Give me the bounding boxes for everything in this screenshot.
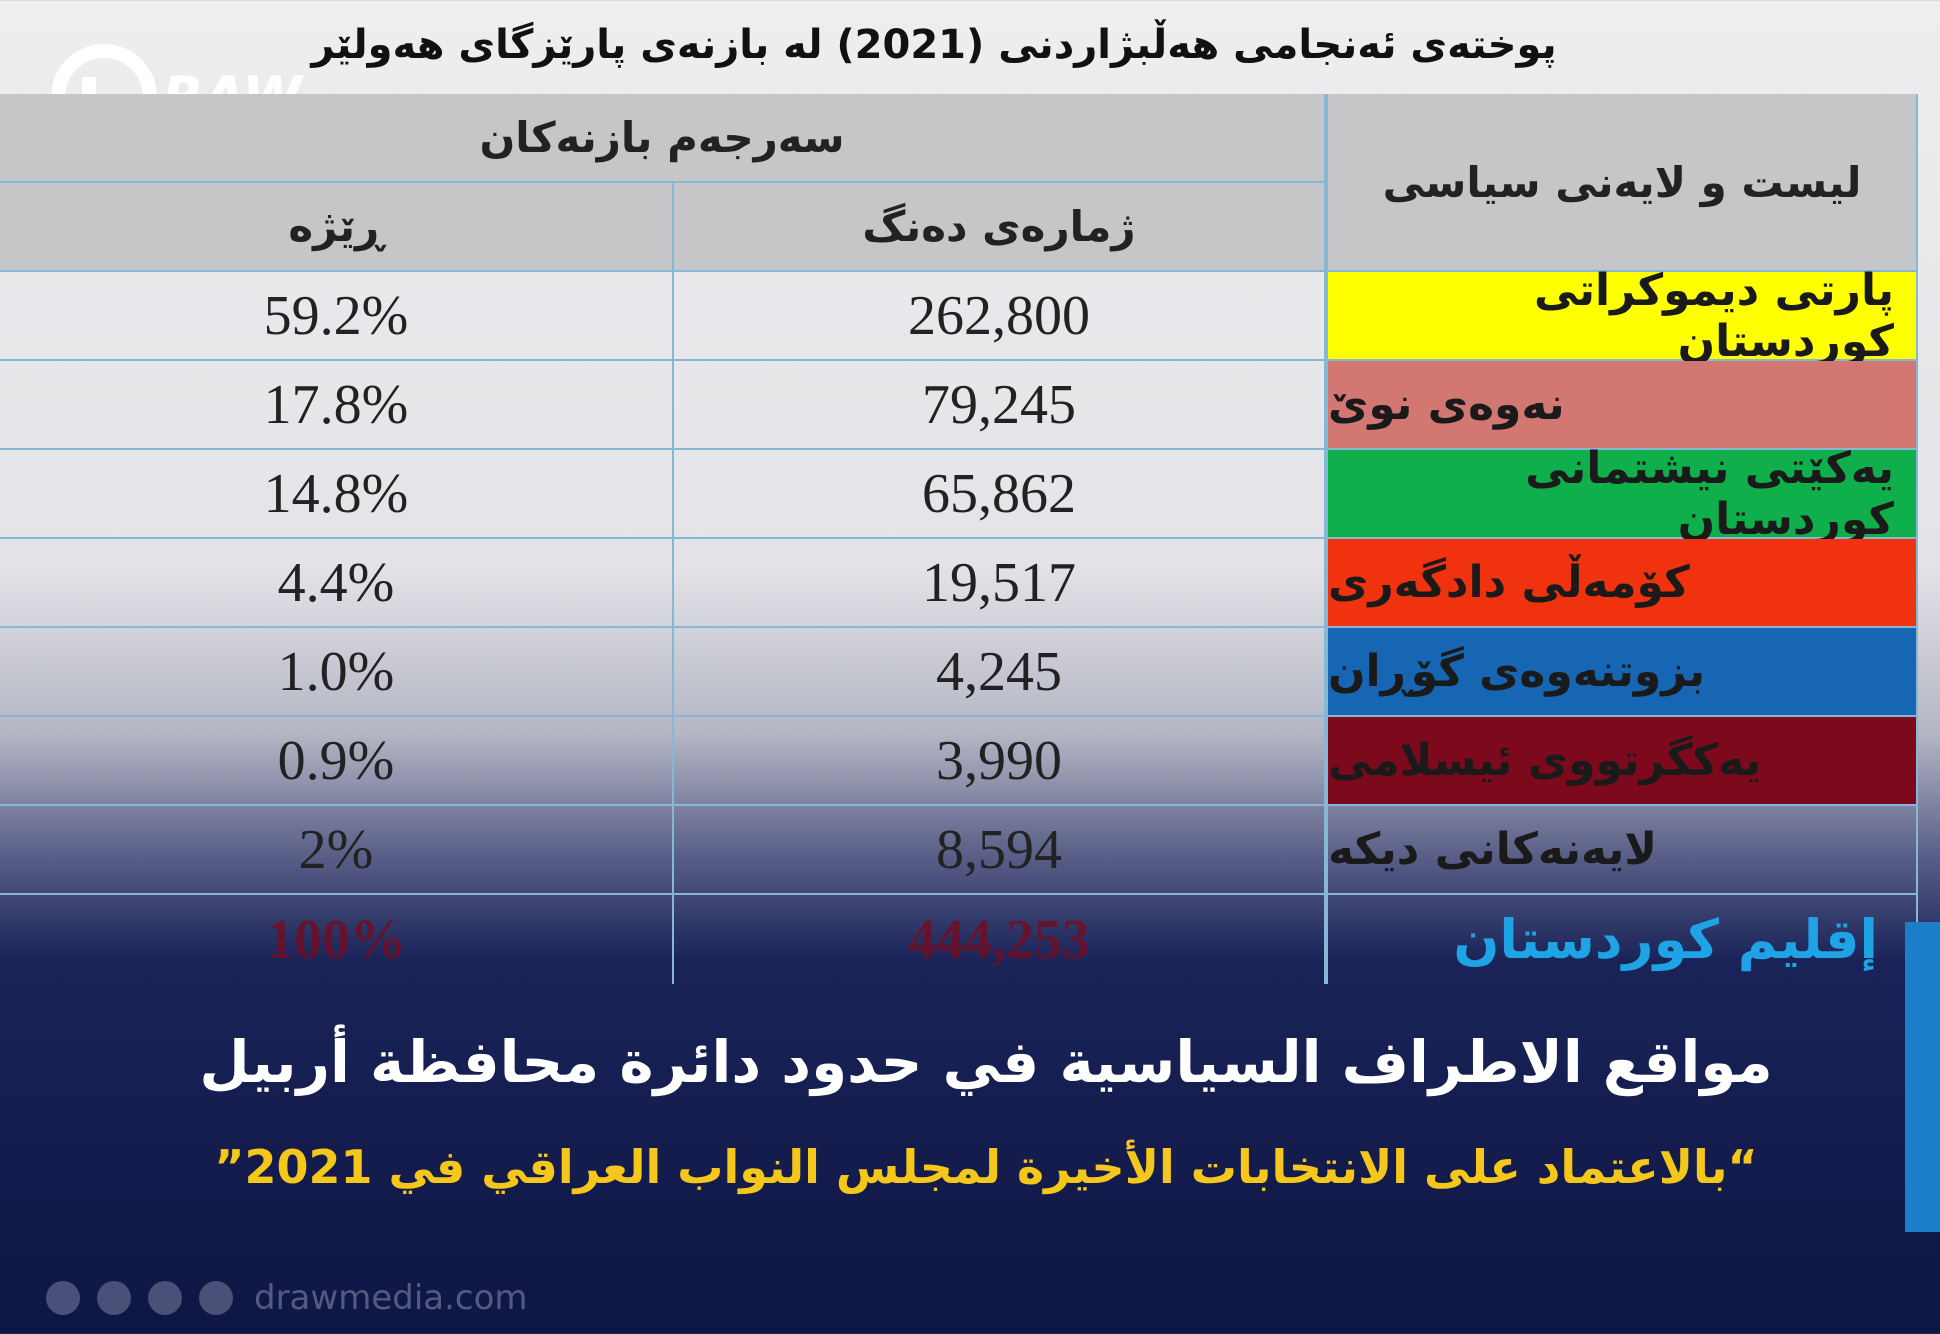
percent-cell: 59.2% <box>0 272 674 361</box>
percent-cell: 17.8% <box>0 361 674 450</box>
title: پوختەی ئەنجامی هەڵبژاردنی (2021) لە بازن… <box>311 22 1557 68</box>
party-cell: یەکێتی نیشتمانی کوردستان <box>1326 443 1918 545</box>
facebook-icon <box>46 1281 80 1315</box>
website: drawmedia.com <box>254 1278 528 1318</box>
header-percent: ڕێژە <box>0 183 674 272</box>
votes-cell: 262,800 <box>674 272 1326 361</box>
percent-cell: 4.4% <box>0 539 674 628</box>
votes-cell: 8,594 <box>674 806 1326 895</box>
icons <box>46 1281 233 1315</box>
subtitle: “بالاعتماد على الانتخابات الأخيرة لمجلس … <box>214 1140 1758 1194</box>
header-party: لیست و لایەنی سیاسی <box>1326 94 1918 272</box>
region-label: إقليم كوردستان <box>1453 908 1878 971</box>
votes-cell: 4,245 <box>674 628 1326 717</box>
percent-cell: 1.0% <box>0 628 674 717</box>
header-group: سەرجەم بازنەکان <box>0 94 1326 183</box>
header-votes: ژمارەی دەنگ <box>674 183 1326 272</box>
votes-cell: 3,990 <box>674 717 1326 806</box>
party-cell: لایەنەکانی دیکە <box>1326 806 1918 895</box>
instagram-icon <box>97 1281 131 1315</box>
side-bar <box>1905 922 1940 1232</box>
percent-cell: 14.8% <box>0 450 674 539</box>
party-cell: کۆمەڵی دادگەری <box>1326 539 1918 628</box>
table: سەرجەم بازنەکان لیست و لایەنی سیاسی ڕێژە ژم… <box>0 94 1920 984</box>
total-votes: 444,253 <box>674 895 1326 984</box>
votes-cell: 79,245 <box>674 361 1326 450</box>
percent-cell: 0.9% <box>0 717 674 806</box>
party-cell: یەکگرتووی ئیسلامی <box>1326 717 1918 806</box>
party-cell: نەوەی نوێ <box>1326 361 1918 450</box>
percent-cell: 2% <box>0 806 674 895</box>
twitter-icon <box>148 1281 182 1315</box>
party-cell: پارتی دیموکراتی کوردستان <box>1326 265 1918 367</box>
votes-cell: 19,517 <box>674 539 1326 628</box>
tiktok-icon <box>199 1281 233 1315</box>
party-cell: بزوتنەوەی گۆڕان <box>1326 628 1918 717</box>
total-percent: 100% <box>0 895 674 984</box>
social-icons <box>45 1279 245 1321</box>
votes-cell: 65,862 <box>674 450 1326 539</box>
headline: مواقع الاطراف السياسية في حدود دائرة محا… <box>199 1028 1773 1096</box>
